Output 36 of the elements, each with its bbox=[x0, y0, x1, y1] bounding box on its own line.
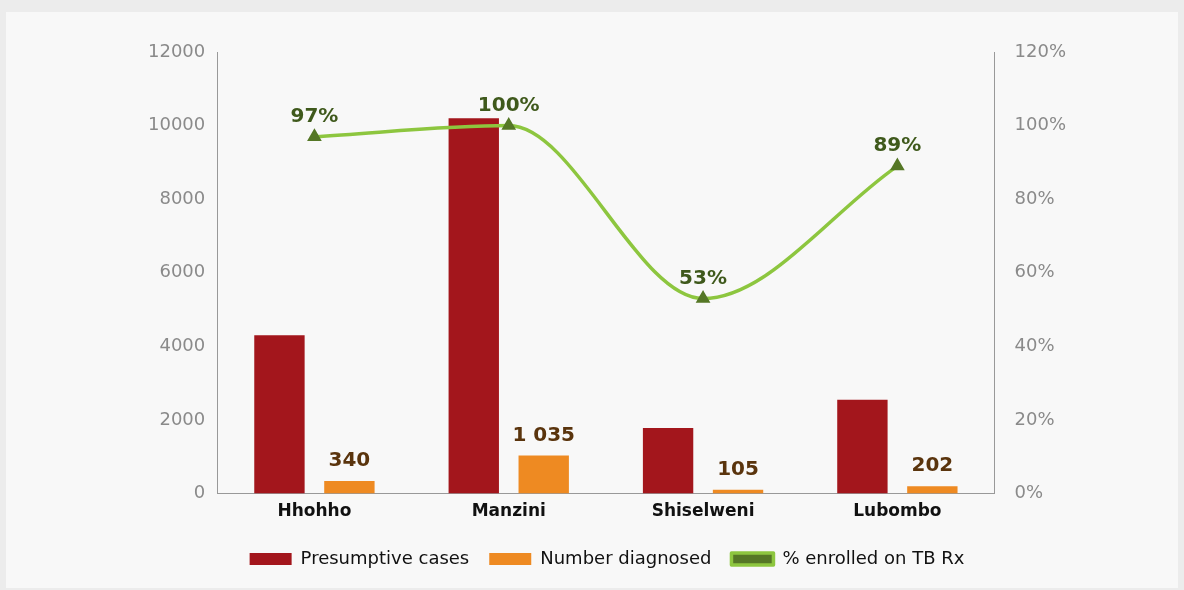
y-tick-label: 8000 bbox=[159, 186, 206, 208]
data-label: 202 bbox=[911, 452, 954, 477]
y2-tick-label: 40% bbox=[1014, 334, 1055, 356]
legend-label: Presumptive cases bbox=[300, 546, 470, 568]
data-label: 340 bbox=[328, 447, 371, 472]
y2-tick-label: 120% bbox=[1014, 39, 1067, 61]
bar bbox=[518, 455, 569, 494]
bar bbox=[254, 335, 305, 494]
bar bbox=[324, 481, 375, 494]
legend-label: % enrolled on TB Rx bbox=[782, 546, 965, 568]
y-tick-label: 2000 bbox=[159, 407, 206, 429]
bar bbox=[448, 118, 499, 494]
y2-tick-label: 20% bbox=[1014, 407, 1055, 429]
bar bbox=[837, 399, 888, 494]
y-tick-label: 6000 bbox=[159, 260, 206, 282]
x-tick-label: Hhohho bbox=[277, 500, 352, 521]
bar bbox=[907, 486, 958, 494]
y2-tick-label: 100% bbox=[1014, 113, 1067, 135]
y-tick-label: 0 bbox=[193, 481, 206, 503]
data-label: 53% bbox=[679, 264, 727, 289]
y-tick-label: 10000 bbox=[148, 113, 206, 135]
data-label: 89% bbox=[873, 132, 922, 157]
x-tick-label: Shiselweni bbox=[651, 500, 755, 521]
data-label: 105 bbox=[717, 455, 759, 480]
x-tick-label: Manzini bbox=[471, 500, 546, 521]
y2-tick-label: 80% bbox=[1014, 186, 1055, 208]
bar bbox=[642, 428, 694, 494]
data-label: 1 035 bbox=[512, 421, 576, 446]
y2-tick-label: 0% bbox=[1014, 481, 1044, 503]
data-label: 97% bbox=[290, 102, 339, 127]
y2-tick-label: 60% bbox=[1014, 260, 1055, 282]
data-label: 100% bbox=[477, 91, 540, 116]
y-tick-label: 4000 bbox=[159, 334, 206, 356]
y-tick-label: 12000 bbox=[148, 39, 206, 61]
x-tick-label: Lubombo bbox=[853, 500, 942, 521]
legend-label: Number diagnosed bbox=[540, 546, 712, 568]
